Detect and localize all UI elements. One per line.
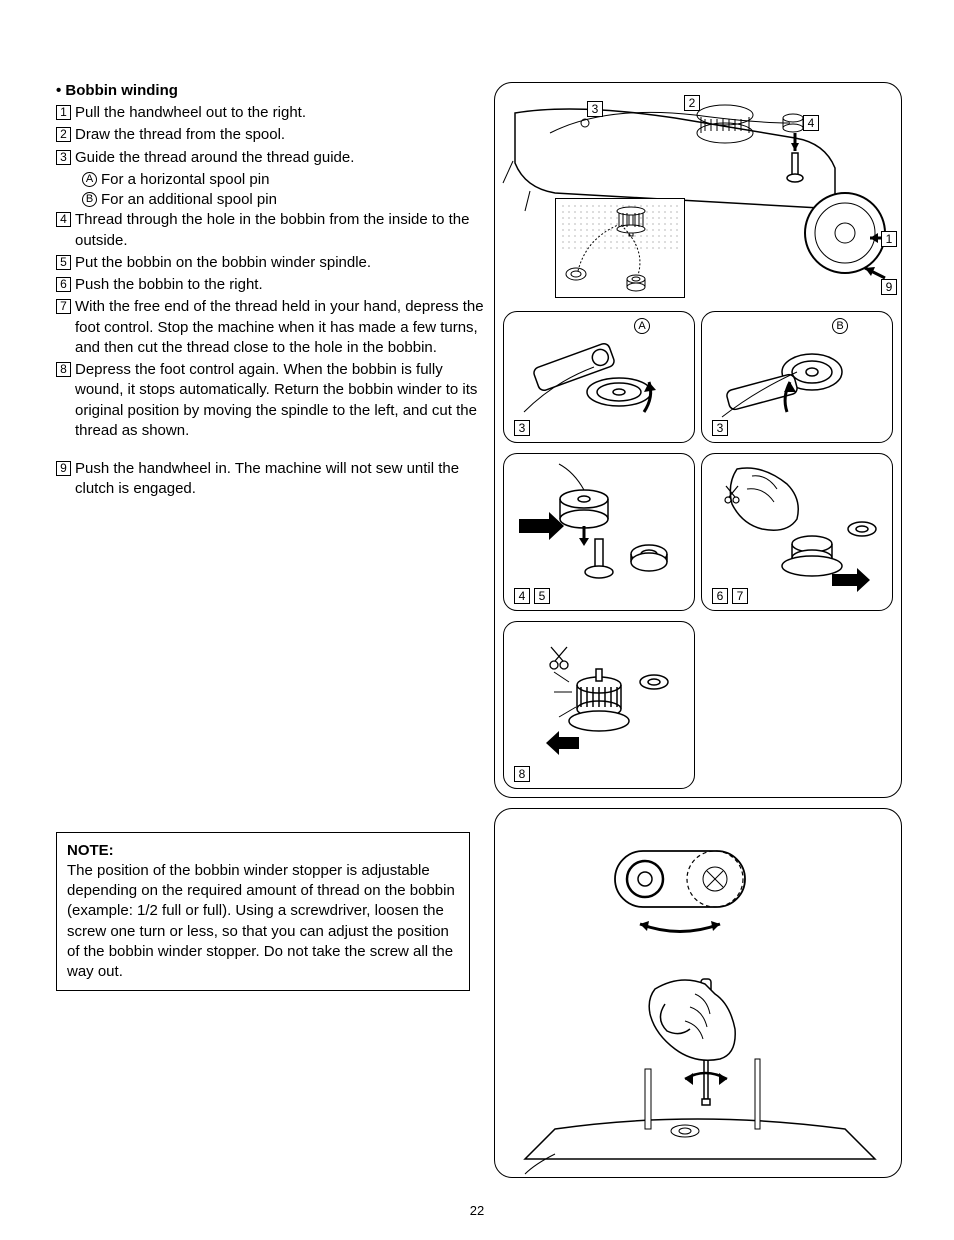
step-text: Thread through the hole in the bobbin fr… (75, 210, 486, 251)
step-number: 6 (56, 277, 71, 292)
substep-text: For an additional spool pin (101, 190, 277, 210)
diagram-main: 2 3 4 1 9 (494, 82, 902, 798)
step-3: 3 Guide the thread around the thread gui… (56, 148, 486, 168)
step-text: Push the bobbin to the right. (75, 275, 486, 295)
panel-a-step: 3 (514, 420, 530, 436)
steps-list: 1 Pull the handwheel out to the right. 2… (56, 103, 486, 500)
step-number: 3 (56, 150, 71, 165)
panel-b-label: B (832, 318, 848, 334)
step-text: Guide the thread around the thread guide… (75, 148, 486, 168)
panel-8: 8 (503, 621, 695, 789)
step-text: Push the handwheel in. The machine will … (75, 459, 486, 500)
panel-67: 6 7 (701, 453, 893, 611)
step-number: 8 (56, 362, 71, 377)
step-text: Put the bobbin on the bobbin winder spin… (75, 253, 486, 273)
substep-label: B (82, 192, 97, 207)
inset-thread-guide (555, 198, 685, 298)
substep-b: B For an additional spool pin (56, 190, 486, 210)
step-text: Draw the thread from the spool. (75, 125, 486, 145)
note-box: NOTE: The position of the bobbin winder … (56, 832, 470, 992)
step-text: Depress the foot control again. When the… (75, 360, 486, 441)
panel-b-step: 3 (712, 420, 728, 436)
panel-b: B 3 (701, 311, 893, 443)
step-number: 5 (56, 255, 71, 270)
substep-text: For a horizontal spool pin (101, 170, 269, 190)
callout-3: 3 (587, 101, 603, 117)
section-heading: Bobbin winding (56, 82, 486, 99)
panel-8-step: 8 (514, 766, 530, 782)
step-number: 2 (56, 127, 71, 142)
step-text: Pull the handwheel out to the right. (75, 103, 486, 123)
panel-a-label: A (634, 318, 650, 334)
note-title: NOTE: (67, 841, 459, 861)
substep-label: A (82, 172, 97, 187)
panel-45: 4 5 (503, 453, 695, 611)
step-4: 4 Thread through the hole in the bobbin … (56, 210, 486, 251)
step-text: With the free end of the thread held in … (75, 297, 486, 358)
step-number: 7 (56, 299, 71, 314)
step-7: 7 With the free end of the thread held i… (56, 297, 486, 358)
note-text: The position of the bobbin winder stoppe… (67, 861, 459, 983)
panel-67-step-7: 7 (732, 588, 748, 604)
step-5: 5 Put the bobbin on the bobbin winder sp… (56, 253, 486, 273)
callout-4: 4 (803, 115, 819, 131)
step-number: 4 (56, 212, 71, 227)
step-2: 2 Draw the thread from the spool. (56, 125, 486, 145)
step-9: 9 Push the handwheel in. The machine wil… (56, 459, 486, 500)
callout-9: 9 (881, 279, 897, 295)
step-1: 1 Pull the handwheel out to the right. (56, 103, 486, 123)
substep-a: A For a horizontal spool pin (56, 170, 486, 190)
step-number: 1 (56, 105, 71, 120)
step-8: 8 Depress the foot control again. When t… (56, 360, 486, 441)
panel-45-step-5: 5 (534, 588, 550, 604)
callout-1: 1 (881, 231, 897, 247)
step-number: 9 (56, 461, 71, 476)
diagram-bottom (494, 808, 902, 1178)
step-6: 6 Push the bobbin to the right. (56, 275, 486, 295)
panel-45-step-4: 4 (514, 588, 530, 604)
callout-2: 2 (684, 95, 700, 111)
panel-67-step-6: 6 (712, 588, 728, 604)
panel-a: A 3 (503, 311, 695, 443)
page-number: 22 (0, 1203, 954, 1218)
